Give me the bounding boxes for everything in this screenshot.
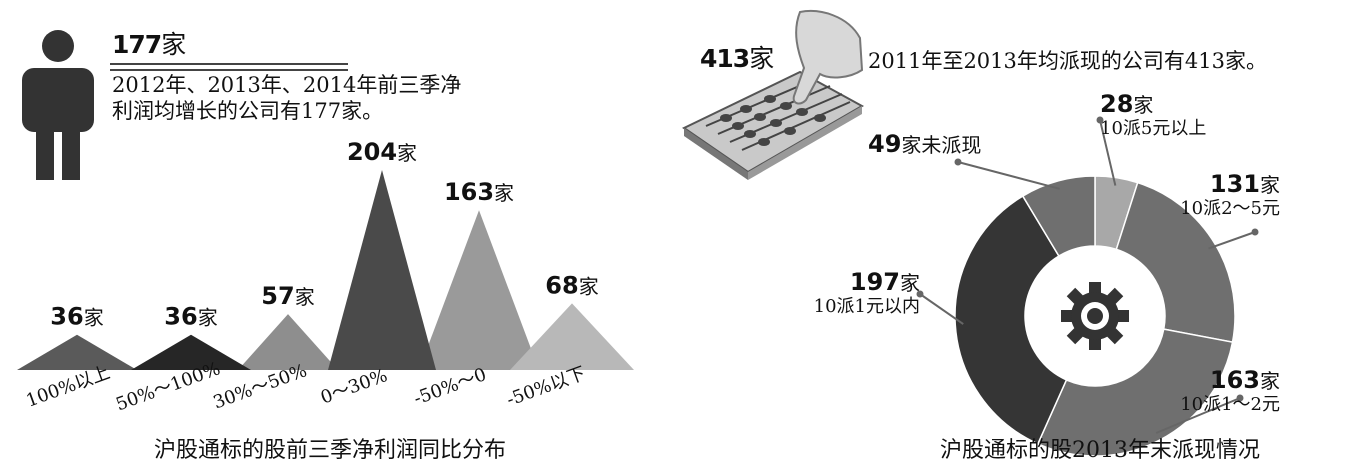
bar-mark	[131, 334, 251, 370]
donut-leader-line	[1155, 397, 1241, 434]
bar-value-label: 57家	[261, 282, 314, 310]
donut-value-label: 28家	[1100, 90, 1153, 118]
right-headline-text: 2011年至2013年均派现的公司有413家。	[868, 49, 1267, 73]
donut-leader-dot	[1096, 116, 1104, 124]
donut-category-label: 10派1～2元	[1180, 394, 1280, 415]
headline-underline	[110, 63, 348, 71]
donut-leader-dot	[954, 158, 962, 166]
right-headline-count: 413家	[700, 44, 774, 74]
donut-leader-line	[1208, 231, 1256, 250]
right-chart-title: 沪股通标的股2013年末派现情况	[940, 438, 1260, 463]
right-headline-count-unit: 家	[749, 44, 775, 73]
donut-value-label: 197家	[850, 268, 920, 296]
donut-slice	[1036, 328, 1234, 457]
bar-value-label: 204家	[347, 138, 417, 166]
donut-value-label: 163家	[1210, 366, 1280, 394]
bar-mark	[419, 210, 539, 370]
donut-category-label: 10派5元以上	[1100, 118, 1206, 139]
donut-leader-dot	[916, 290, 924, 298]
headline-count-number: 177	[112, 30, 162, 59]
donut-category-label: 10派2～5元	[1180, 198, 1280, 219]
donut-leader-line	[957, 161, 1060, 190]
headline-text-line1: 2012年、2013年、2014年前三季净	[112, 73, 462, 97]
headline-count-unit: 家	[161, 30, 187, 59]
bar-category-label: 0～30%	[318, 365, 390, 408]
donut-slice	[1115, 181, 1236, 344]
abacus-icon	[682, 10, 865, 180]
left-chart-title: 沪股通标的股前三季净利润同比分布	[153, 438, 506, 463]
donut-leader-line	[919, 293, 964, 325]
bar-mark	[17, 334, 137, 370]
left-panel: 177家 2012年、2013年、2014年前三季净 利润均增长的公司有177家…	[17, 30, 634, 463]
bar-value-label: 36家	[164, 303, 217, 331]
bar-category-label: -50%以下	[504, 363, 588, 411]
gear-icon	[1061, 282, 1129, 350]
bar-mark	[510, 303, 634, 370]
bar-mark	[238, 314, 338, 370]
donut-value-label: 49家未派现	[868, 130, 981, 158]
headline-count: 177家	[112, 30, 186, 60]
donut-value-label: 131家	[1210, 170, 1280, 198]
bar-category-label: -50%～0	[411, 364, 489, 410]
donut-leader-line	[1099, 119, 1117, 186]
bar-value-label: 163家	[444, 178, 514, 206]
right-panel: 413家 2011年至2013年均派现的公司有413家。 28家 10派5元以上 1…	[680, 0, 1361, 471]
donut-slice	[954, 195, 1068, 445]
donut-slice	[1021, 175, 1096, 258]
bar-value-label: 36家	[50, 303, 103, 331]
right-headline-count-number: 413	[700, 44, 750, 73]
headline-text-line2: 利润均增长的公司有177家。	[112, 99, 384, 123]
person-icon	[22, 30, 94, 180]
bar-value-label: 68家	[545, 271, 598, 299]
donut-leader-dot	[1251, 228, 1259, 236]
donut-leader-dot	[1236, 394, 1244, 402]
bar-mark	[328, 170, 436, 370]
donut-category-label: 10派1元以内	[814, 296, 920, 317]
